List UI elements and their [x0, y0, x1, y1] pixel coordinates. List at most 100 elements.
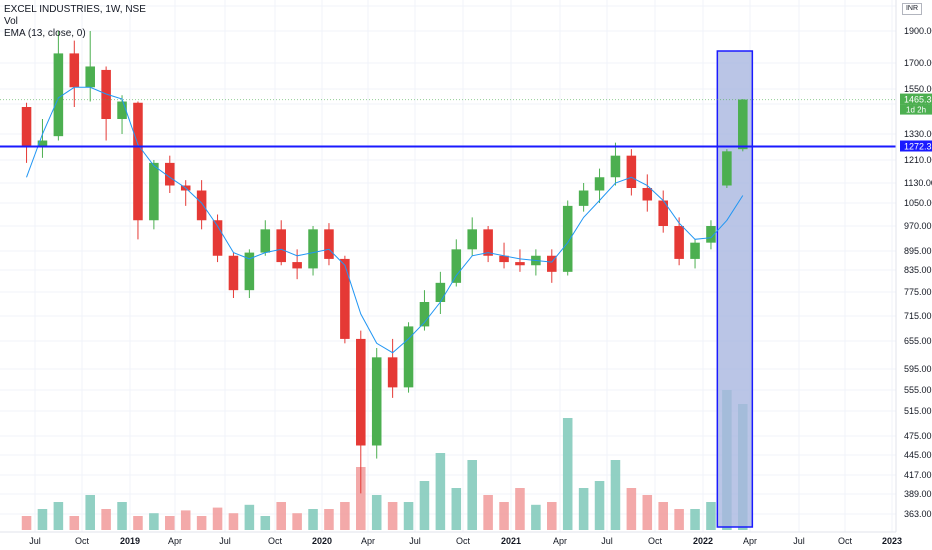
y-tick-label: 555.00 — [904, 385, 932, 395]
x-tick-label: 2023 — [882, 536, 902, 546]
volume-bar — [69, 516, 80, 530]
y-tick-label: 417.00 — [904, 470, 932, 480]
x-tick-label: Apr — [168, 536, 182, 546]
chart-legend: EXCEL INDUSTRIES, 1W, NSE Vol EMA (13, c… — [4, 4, 146, 40]
candle-body — [149, 162, 159, 221]
volume-bar — [642, 495, 653, 530]
candle-body — [515, 262, 525, 266]
candle-body — [626, 155, 637, 188]
candle-body — [403, 326, 414, 388]
countdown-label: 1d 2h — [906, 106, 926, 115]
y-tick-label: 1130.00 — [904, 178, 932, 188]
volume-bar — [196, 516, 207, 530]
candle-body — [292, 262, 302, 269]
x-tick-label: Apr — [743, 536, 757, 546]
candle-body — [387, 357, 398, 388]
volume-bar — [403, 502, 414, 530]
volume-bar — [706, 502, 716, 530]
candle-body — [483, 229, 493, 256]
candle-body — [419, 302, 430, 327]
volume-bar — [21, 516, 32, 530]
volume-bar — [53, 502, 64, 530]
y-tick-label: 1900.00 — [904, 26, 932, 36]
candle-body — [276, 229, 286, 263]
candle-body — [244, 252, 255, 291]
volume-bar — [658, 502, 668, 530]
candle-body — [308, 229, 318, 269]
volume-bar — [117, 502, 127, 530]
volume-bar — [435, 453, 446, 530]
volume-bar — [451, 488, 462, 530]
volume-bar — [674, 509, 684, 530]
y-tick-label: 515.00 — [904, 406, 932, 416]
candle-body — [674, 226, 684, 259]
y-tick-label: 1210.00 — [904, 155, 932, 165]
volume-bar — [276, 502, 286, 530]
candle-body — [738, 99, 748, 150]
candle-body — [117, 101, 127, 119]
y-tick-label: 475.00 — [904, 431, 932, 441]
candle-body — [435, 282, 446, 302]
x-tick-label: 2019 — [120, 536, 140, 546]
x-tick-label: 2021 — [501, 536, 521, 546]
volume-bar — [149, 513, 159, 530]
volume-bar — [308, 509, 318, 530]
candle-body — [69, 53, 80, 88]
volume-bar — [594, 481, 605, 530]
candle-body — [356, 338, 366, 446]
x-tick-label: Oct — [75, 536, 90, 546]
ema-line — [26, 86, 744, 354]
candle-body — [165, 162, 175, 186]
candle-body — [53, 53, 64, 137]
y-tick-label: 775.00 — [904, 287, 932, 297]
volume-bar — [133, 516, 143, 530]
x-tick-label: Jul — [219, 536, 231, 546]
volume-bar — [85, 495, 95, 530]
x-tick-label: Jul — [793, 536, 805, 546]
x-tick-label: Apr — [553, 536, 567, 546]
y-tick-label: 715.00 — [904, 311, 932, 321]
candle-body — [706, 226, 716, 243]
x-tick-label: 2020 — [312, 536, 332, 546]
volume-bar — [180, 510, 191, 530]
y-tick-label: 1700.00 — [904, 58, 932, 68]
y-tick-label: 1330.00 — [904, 129, 932, 139]
y-tick-label: 970.00 — [904, 221, 932, 231]
volume-bar — [562, 418, 573, 530]
candle-body — [499, 255, 509, 263]
volume-bar — [610, 460, 621, 530]
countdown-box — [900, 104, 932, 115]
volume-bar — [260, 516, 271, 530]
x-tick-label: Oct — [648, 536, 663, 546]
candle-body — [658, 200, 668, 226]
y-tick-label: 1550.00 — [904, 84, 932, 94]
candle-body — [690, 242, 700, 259]
volume-bar — [244, 504, 255, 530]
x-tick-label: Jul — [409, 536, 421, 546]
candle-body — [196, 190, 207, 221]
candle-body — [467, 229, 477, 250]
volume-bar — [212, 507, 223, 530]
candle-body — [578, 190, 589, 206]
y-axis-bg — [896, 0, 932, 550]
candle-body — [228, 255, 239, 291]
y-tick-label: 389.00 — [904, 489, 932, 499]
volume-bar — [467, 460, 477, 530]
candle-body — [562, 205, 573, 272]
y-tick-label: 445.00 — [904, 450, 932, 460]
volume-bar — [371, 495, 382, 530]
currency-badge: INR — [902, 3, 922, 15]
last-price-box — [900, 93, 932, 105]
y-tick-label: 1050.00 — [904, 198, 932, 208]
volume-bar — [356, 467, 366, 530]
x-tick-label: Jul — [29, 536, 41, 546]
volume-bar — [387, 502, 398, 530]
y-tick-label: 835.00 — [904, 265, 932, 275]
volume-bar — [228, 513, 239, 530]
last-price-label: 1465.35 — [904, 95, 932, 105]
candle-body — [260, 229, 271, 253]
candle-body — [451, 249, 462, 283]
level-label: 1272.35 — [904, 141, 932, 151]
